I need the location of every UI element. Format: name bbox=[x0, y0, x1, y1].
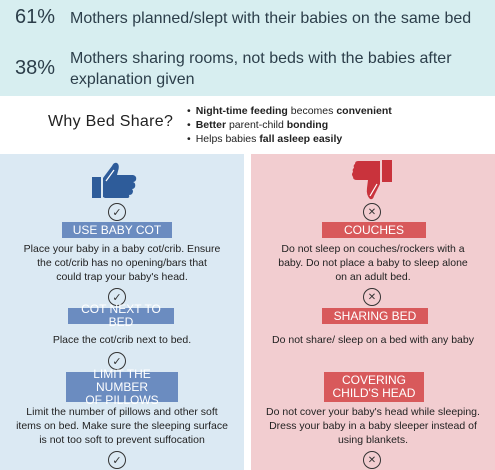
do-desc-limit-pillows: Limit the number of pillows and other so… bbox=[16, 406, 228, 446]
panel-divider bbox=[244, 154, 251, 470]
check-icon: ✓ bbox=[108, 352, 126, 370]
dont-desc-couches: Do not sleep on couches/rockers with a ba… bbox=[278, 243, 468, 283]
stat-text: Mothers sharing rooms, not beds with the… bbox=[70, 48, 452, 90]
stat-38: 38% Mothers sharing rooms, not beds with… bbox=[0, 48, 495, 90]
stat-61: 61% Mothers planned/slept with their bab… bbox=[0, 5, 495, 29]
do-desc-use-baby-cot: Place your baby in a baby cot/crib. Ensu… bbox=[23, 243, 221, 283]
stat-percent: 38% bbox=[14, 57, 56, 79]
why-item: Night-time feeding becomes convenient bbox=[187, 104, 392, 118]
why-title: Why Bed Share? bbox=[48, 113, 174, 130]
why-item: Helps babies fall asleep easily bbox=[187, 132, 392, 146]
check-icon: ✓ bbox=[108, 451, 126, 469]
x-icon: ✕ bbox=[363, 288, 381, 306]
why-list: Night-time feeding becomes convenient Be… bbox=[187, 104, 392, 146]
thumbs-down-icon bbox=[352, 160, 392, 200]
check-icon: ✓ bbox=[108, 203, 126, 221]
do-desc-cot-next-to-bed: Place the cot/crib next to bed. bbox=[52, 334, 192, 346]
do-title-use-baby-cot: USE BABY COT bbox=[62, 222, 172, 238]
stat-text: Mothers planned/slept with their babies … bbox=[70, 10, 472, 27]
do-title-cot-next-to-bed: COT NEXT TO BED bbox=[68, 303, 174, 329]
stats-band bbox=[0, 0, 495, 96]
dont-desc-sharing-bed: Do not share/ sleep on a bed with any ba… bbox=[272, 334, 474, 346]
do-title-limit-pillows: LIMIT THE NUMBER OF PILLOWS bbox=[66, 367, 178, 406]
dont-desc-covering-head: Do not cover your baby's head while slee… bbox=[266, 406, 480, 446]
x-icon: ✕ bbox=[363, 203, 381, 221]
stat-percent: 61% bbox=[14, 6, 56, 28]
x-icon: ✕ bbox=[363, 451, 381, 469]
why-section: Why Bed Share? Night-time feeding become… bbox=[0, 96, 495, 154]
dont-title-covering-head: COVERING CHILD'S HEAD bbox=[324, 372, 424, 402]
stat-text-line: Mothers sharing rooms, not beds with the… bbox=[70, 50, 452, 67]
why-item: Better parent-child bonding bbox=[187, 118, 392, 132]
dont-title-couches: COUCHES bbox=[322, 222, 426, 238]
thumbs-up-icon bbox=[92, 162, 137, 198]
stat-text-line: explanation given bbox=[70, 71, 195, 88]
check-icon: ✓ bbox=[108, 288, 126, 306]
dont-title-sharing-bed: SHARING BED bbox=[322, 308, 428, 324]
